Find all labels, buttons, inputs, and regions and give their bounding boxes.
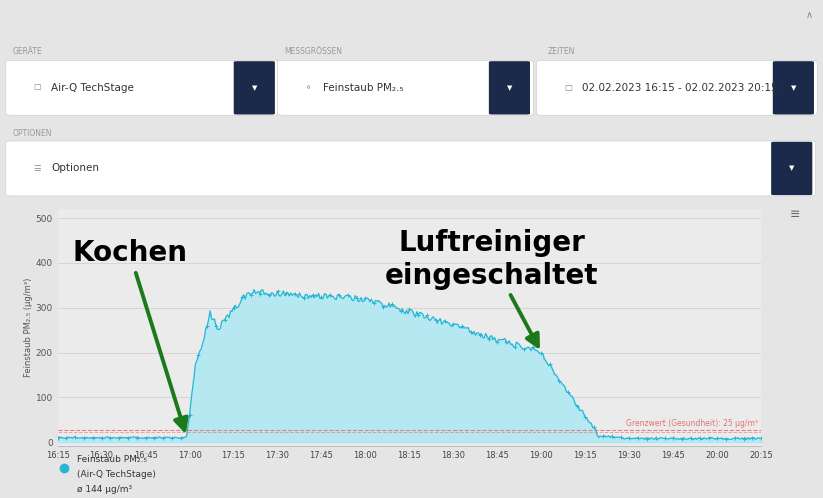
- Text: Grenzwert (Gesundheit): 25 µg/m³: Grenzwert (Gesundheit): 25 µg/m³: [626, 419, 758, 428]
- Text: ☰: ☰: [33, 164, 40, 173]
- FancyBboxPatch shape: [771, 142, 812, 195]
- FancyBboxPatch shape: [277, 60, 533, 116]
- FancyBboxPatch shape: [773, 61, 814, 115]
- Text: ☐: ☐: [33, 83, 40, 92]
- Text: Kochen: Kochen: [72, 240, 188, 430]
- Text: ▼: ▼: [252, 85, 257, 91]
- Text: ≡: ≡: [789, 208, 800, 221]
- Text: ⚬: ⚬: [305, 83, 312, 92]
- FancyBboxPatch shape: [489, 61, 530, 115]
- Text: ▼: ▼: [791, 85, 796, 91]
- Text: Optionen: Optionen: [51, 163, 99, 173]
- Text: ø 144 µg/m³: ø 144 µg/m³: [77, 485, 133, 494]
- FancyBboxPatch shape: [6, 60, 278, 116]
- Text: Feinstaub PM₂.₅: Feinstaub PM₂.₅: [77, 455, 147, 464]
- Text: ZEITEN: ZEITEN: [547, 47, 574, 56]
- Text: MESSGRÖSSEN: MESSGRÖSSEN: [284, 47, 342, 56]
- Text: Air-Q TechStage: Air-Q TechStage: [51, 83, 134, 93]
- Text: 02.02.2023 16:15 - 02.02.2023 20:15: 02.02.2023 16:15 - 02.02.2023 20:15: [582, 83, 778, 93]
- Y-axis label: Feinstaub PM₂.₅ (µg/m³): Feinstaub PM₂.₅ (µg/m³): [24, 278, 33, 377]
- Text: Luftreiniger
eingeschaltet: Luftreiniger eingeschaltet: [385, 229, 598, 346]
- Text: OPTIONEN: OPTIONEN: [12, 129, 52, 138]
- Text: □: □: [564, 83, 572, 92]
- Text: ▼: ▼: [789, 165, 794, 171]
- FancyBboxPatch shape: [6, 141, 816, 196]
- Text: ∧: ∧: [806, 10, 813, 20]
- FancyBboxPatch shape: [537, 60, 817, 116]
- Text: GERÄTE: GERÄTE: [12, 47, 42, 56]
- Text: ▼: ▼: [507, 85, 512, 91]
- Text: Feinstaub PM₂.₅: Feinstaub PM₂.₅: [323, 83, 403, 93]
- Text: (Air-Q TechStage): (Air-Q TechStage): [77, 470, 156, 479]
- FancyBboxPatch shape: [234, 61, 275, 115]
